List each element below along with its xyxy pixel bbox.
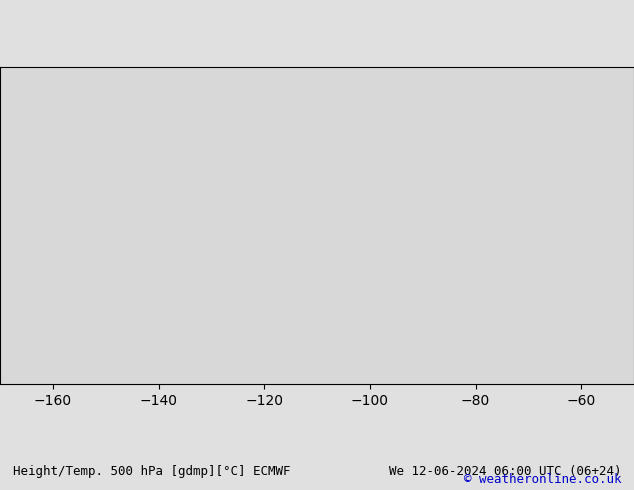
Text: © weatheronline.co.uk: © weatheronline.co.uk <box>464 473 621 486</box>
Text: We 12-06-2024 06:00 UTC (06+24): We 12-06-2024 06:00 UTC (06+24) <box>389 465 621 478</box>
Text: Height/Temp. 500 hPa [gdmp][°C] ECMWF: Height/Temp. 500 hPa [gdmp][°C] ECMWF <box>13 465 290 478</box>
